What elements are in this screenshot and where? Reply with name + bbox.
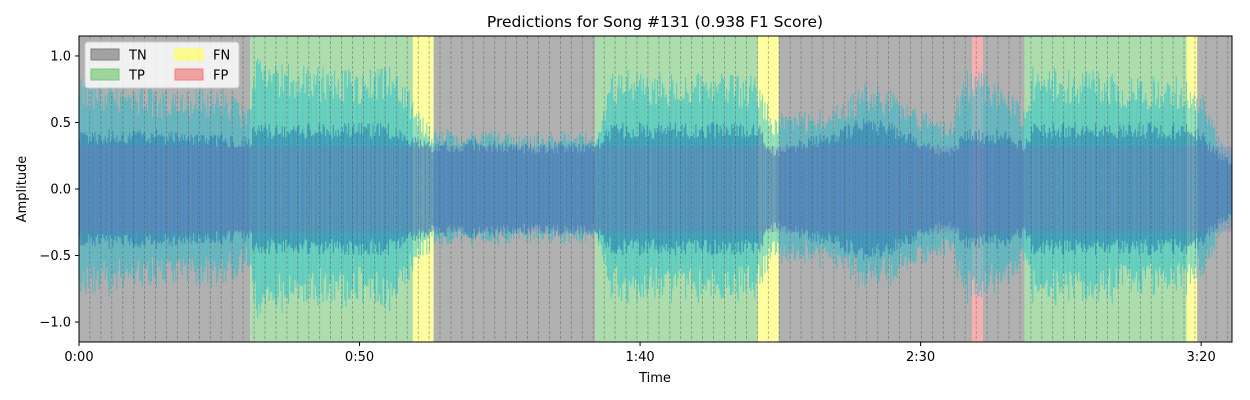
x-tick-label: 1:40 [625, 350, 654, 365]
y-tick-label: −0.5 [39, 249, 71, 264]
legend-swatch-fp [174, 68, 204, 81]
chart-title: Predictions for Song #131 (0.938 F1 Scor… [487, 13, 823, 31]
x-axis-label: Time [638, 371, 671, 386]
waveform-overlay-band [79, 146, 1232, 232]
legend-label-tn: TN [128, 49, 147, 64]
x-tick-label: 0:50 [345, 350, 374, 365]
x-axis: 0:00 0:50 1:40 2:30 3:20 [64, 342, 1216, 365]
legend-label-tp: TP [128, 69, 145, 84]
y-tick-label: 1.0 [50, 49, 71, 64]
segment-boundaries [89, 36, 1229, 342]
legend-label-fn: FN [213, 49, 230, 64]
waveform [79, 59, 1232, 319]
x-tick-label: 3:20 [1187, 350, 1216, 365]
legend: TN TP FN FP [84, 41, 240, 89]
y-tick-label: −1.0 [39, 316, 71, 331]
legend-swatch-fn [174, 48, 204, 61]
x-tick-label: 2:30 [906, 350, 935, 365]
segment-divider-lines [89, 36, 1229, 342]
y-tick-label: 0.0 [50, 183, 71, 198]
legend-label-fp: FP [213, 69, 228, 84]
y-axis: −1.0 −0.5 0.0 0.5 1.0 [39, 49, 79, 331]
x-tick-label: 0:00 [64, 350, 93, 365]
y-axis-label: Amplitude [15, 156, 30, 223]
legend-swatch-tp [90, 68, 120, 81]
legend-swatch-tn [90, 48, 120, 61]
y-tick-label: 0.5 [50, 116, 71, 131]
